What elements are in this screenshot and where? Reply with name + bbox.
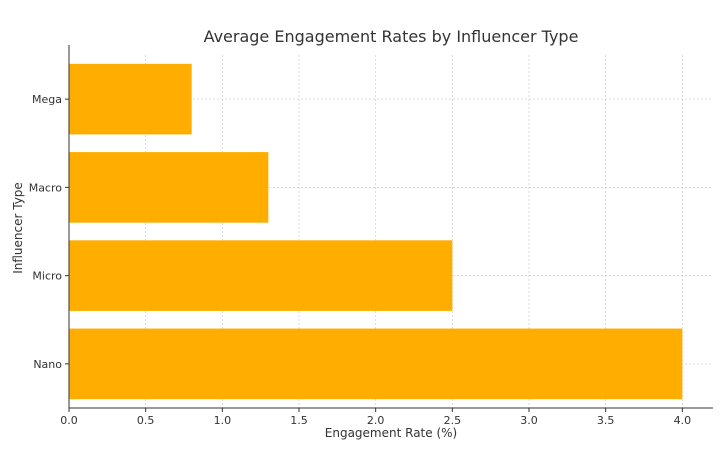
x-tick-label: 1.5 (290, 414, 308, 427)
y-tick-label: Mega (32, 93, 62, 106)
x-tick-label: 2.0 (367, 414, 385, 427)
bar-macro (69, 152, 269, 223)
x-tick-label: 2.5 (444, 414, 462, 427)
y-tick-label: Micro (32, 270, 62, 283)
x-axis-label: Engagement Rate (%) (325, 426, 457, 440)
y-axis-label: Influencer Type (11, 182, 25, 274)
bar-mega (69, 63, 192, 135)
x-ticks: 0.0 0.5 1.0 1.5 2.0 2.5 3.0 3.5 4.0 (60, 408, 691, 427)
y-tick-label: Macro (29, 181, 63, 194)
x-tick-label: 3.0 (520, 414, 538, 427)
x-tick-label: 3.5 (597, 414, 615, 427)
y-tick-label: Nano (33, 358, 62, 371)
y-ticks: Nano Micro Macro Mega (29, 93, 69, 371)
bars (69, 63, 683, 400)
bar-nano (69, 328, 683, 400)
x-tick-label: 0.5 (137, 414, 155, 427)
x-tick-label: 4.0 (674, 414, 692, 427)
bar-micro (69, 240, 453, 311)
x-tick-label: 1.0 (214, 414, 232, 427)
x-tick-label: 0.0 (60, 414, 78, 427)
chart-title: Average Engagement Rates by Influencer T… (204, 27, 579, 46)
